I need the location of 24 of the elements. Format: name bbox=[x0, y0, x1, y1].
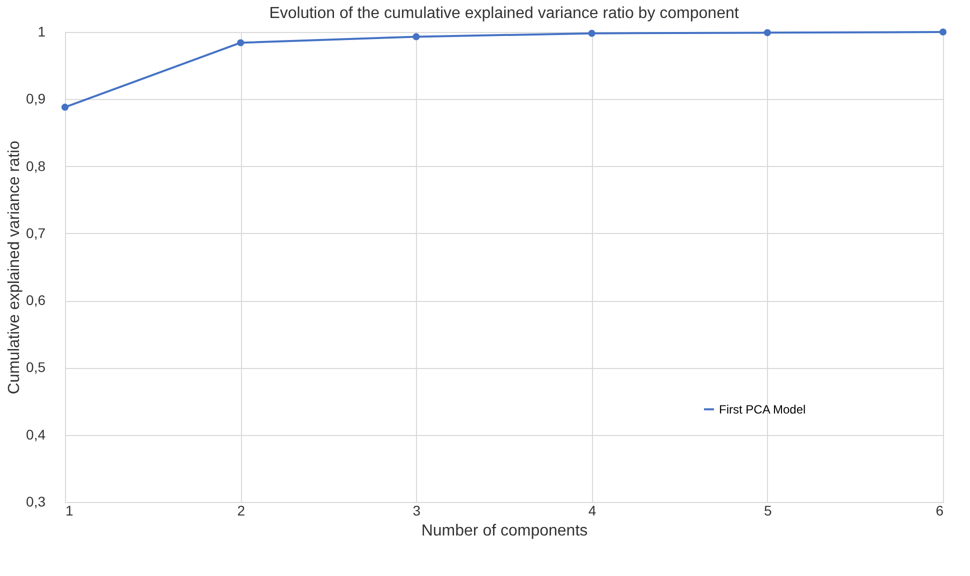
x-tick-label: 2 bbox=[237, 502, 246, 518]
point bbox=[412, 33, 420, 40]
x-tick-label: 4 bbox=[588, 502, 596, 518]
y-tick-label: 0,8 bbox=[26, 158, 46, 174]
point bbox=[237, 39, 244, 46]
point bbox=[588, 30, 596, 37]
y-tick-label: 0,5 bbox=[26, 359, 46, 376]
x-tick-label: 6 bbox=[936, 502, 944, 518]
point bbox=[939, 28, 947, 36]
point bbox=[61, 104, 69, 111]
x-tick-label: 3 bbox=[412, 502, 421, 518]
y-tick-label: 0,9 bbox=[26, 90, 46, 107]
point bbox=[764, 29, 771, 36]
x-tick-label: 5 bbox=[764, 502, 772, 518]
y-tick-label: 0,3 bbox=[26, 494, 46, 510]
x-axis-title: Number of components bbox=[421, 522, 588, 540]
x-tick-label: 1 bbox=[66, 502, 74, 518]
y-tick-label: 0,7 bbox=[26, 224, 46, 241]
chart-title: Evolution of the cumulative explained variance ratio by component bbox=[269, 5, 740, 22]
y-axis-title: Cumulative explained variance ratio bbox=[6, 140, 24, 394]
y-tick-label: 0,4 bbox=[26, 426, 46, 442]
y-tick-label: 0,6 bbox=[26, 292, 46, 308]
y-tick-label: 1 bbox=[38, 24, 46, 40]
legend-label: First PCA Model bbox=[719, 402, 806, 416]
